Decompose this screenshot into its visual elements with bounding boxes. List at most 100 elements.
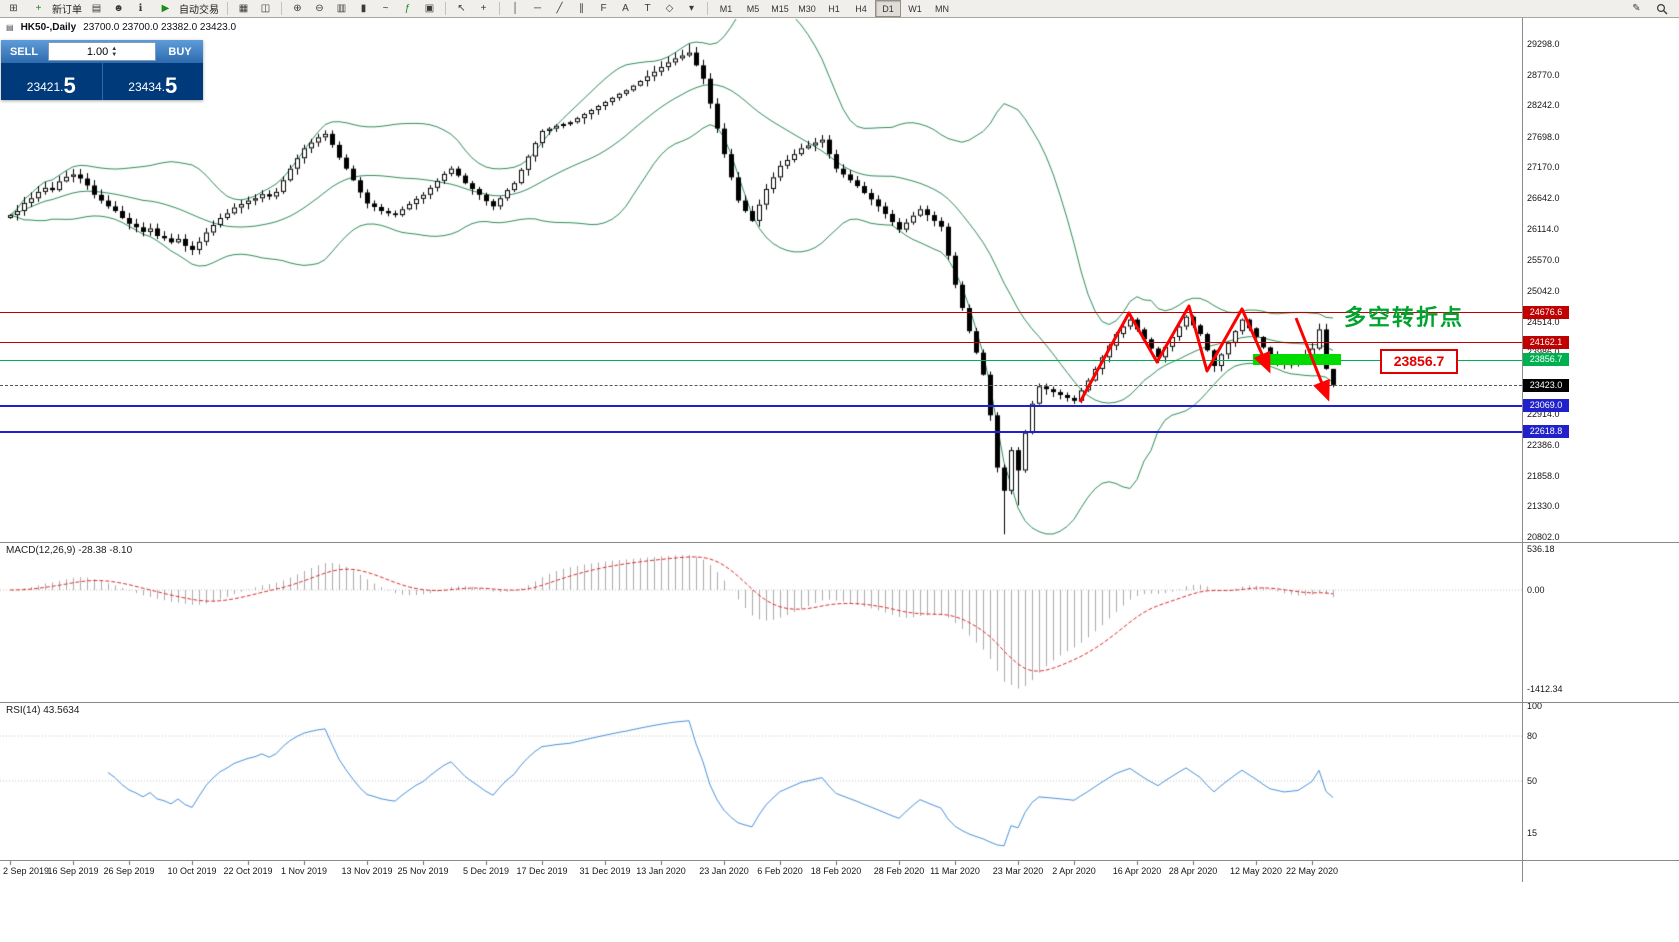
chart-symbol-icon: ▤ (6, 23, 14, 32)
bar-chart-button[interactable]: ▥ (336, 2, 347, 14)
templates-button[interactable]: ▣ (424, 2, 435, 14)
macd-pane-splitter[interactable] (0, 542, 1679, 543)
resistance-line-24676[interactable] (0, 312, 1522, 313)
date-axis-label: 25 Nov 2019 (397, 866, 449, 876)
sell-price[interactable]: 23421. 5 (1, 63, 102, 100)
date-axis-label: 16 Sep 2019 (47, 866, 99, 876)
chart-title: ▤ HK50-,Daily 23700.0 23700.0 23382.0 23… (6, 22, 236, 33)
price-axis-separator (1522, 18, 1523, 882)
autotrade-label: 自动交易 (179, 5, 219, 16)
timeframe-m15-button[interactable]: M15 (771, 3, 789, 14)
green-highlight-rectangle[interactable] (1253, 354, 1341, 365)
volume-stepper: ▲ ▼ (111, 46, 117, 58)
price-axis-label: 21330.0 (1527, 501, 1560, 511)
data-window-button[interactable]: ℹ (138, 2, 143, 14)
fibonacci-button[interactable]: F (600, 2, 607, 14)
resistance-line-24162[interactable] (0, 342, 1522, 343)
timeframe-m5-button[interactable]: M5 (746, 3, 760, 14)
rsi-pane-splitter[interactable] (0, 702, 1679, 703)
timeframe-m30-button[interactable]: M30 (798, 3, 816, 14)
buy-price[interactable]: 23434. 5 (101, 63, 204, 100)
date-axis-label: 6 Feb 2020 (757, 866, 803, 876)
new-chart-button[interactable]: ⊞ (9, 2, 18, 14)
timeframe-d1-button[interactable]: D1 (875, 0, 901, 17)
toolbar-separator (499, 2, 500, 15)
timeframe-w1-button[interactable]: W1 (908, 3, 922, 14)
date-axis-label: 31 Dec 2019 (579, 866, 631, 876)
cascade-windows-button[interactable]: ◫ (260, 2, 271, 14)
price-axis-label: 22914.0 (1527, 409, 1560, 419)
pencil-icon[interactable]: ✎ (1632, 2, 1641, 14)
date-axis-label: 13 Jan 2020 (636, 866, 686, 876)
candlestick-chart-button[interactable]: ▮ (360, 2, 367, 14)
price-axis-label: 27170.0 (1527, 162, 1560, 172)
date-axis-label: 22 May 2020 (1286, 866, 1339, 876)
shapes-button[interactable]: ◇ (665, 2, 674, 14)
toolbar-separator (445, 2, 446, 15)
vertical-line-button[interactable]: │ (512, 2, 519, 14)
macd-axis-label: -1412.34 (1527, 684, 1563, 694)
macd-axis-label: 0.00 (1527, 585, 1545, 595)
line-chart-button[interactable]: ~ (382, 2, 389, 14)
date-axis-label: 2 Apr 2020 (1052, 866, 1096, 876)
date-axis-label: 23 Jan 2020 (699, 866, 749, 876)
autotrade-play-icon: ▶ (161, 2, 170, 14)
price-callout-box[interactable]: 23856.7 (1380, 349, 1458, 374)
date-axis-label: 17 Dec 2019 (516, 866, 568, 876)
price-axis-label: 28770.0 (1527, 70, 1560, 80)
arrows-dropdown-button[interactable]: ▾ (688, 2, 695, 14)
timeframe-m1-button[interactable]: M1 (719, 3, 733, 14)
timeframe-h1-button[interactable]: H1 (828, 3, 840, 14)
date-axis-label: 28 Apr 2020 (1168, 866, 1218, 876)
rsi-axis-label: 50 (1527, 776, 1538, 786)
volume-decrease-button[interactable]: ▼ (111, 51, 118, 58)
magnifier-icon[interactable] (1651, 1, 1672, 17)
date-axis-label: 1 Nov 2019 (280, 866, 328, 876)
support-line-22618[interactable] (0, 431, 1522, 433)
new-order-plus-icon: + (35, 2, 42, 14)
ohlc-values: 23700.0 23700.0 23382.0 23423.0 (83, 22, 237, 33)
sell-button[interactable]: SELL (9, 45, 39, 58)
price-tag-23069: 23069.0 (1523, 399, 1569, 412)
market-watch-button[interactable]: ▤ (91, 2, 102, 14)
price-axis-label: 24514.0 (1527, 317, 1560, 327)
buy-button[interactable]: BUY (168, 45, 192, 58)
tile-windows-button[interactable]: ▦ (238, 2, 249, 14)
rsi-title: RSI(14) 43.5634 (6, 705, 80, 716)
macd-title: MACD(12,26,9) -28.38 -8.10 (6, 545, 133, 556)
autotrade-button[interactable]: ▶ 自动交易 (152, 1, 222, 17)
zoom-out-button[interactable]: ⊖ (315, 2, 324, 14)
zoom-in-button[interactable]: ⊕ (293, 2, 302, 14)
price-tag-24162: 24162.1 (1523, 336, 1569, 349)
price-axis-label: 29298.0 (1527, 39, 1560, 49)
timeframe-mn-button[interactable]: MN (935, 3, 949, 14)
volume-value[interactable]: 1.00 (86, 45, 109, 58)
text-button[interactable]: A (622, 2, 629, 14)
volume-increase-button[interactable]: ▲ (111, 45, 118, 52)
toolbar-separator (227, 2, 228, 15)
trendline-button[interactable]: ╱ (556, 2, 563, 14)
profiles-button[interactable]: ☻ (113, 2, 124, 14)
support-line-23069[interactable] (0, 405, 1522, 407)
current-price-tag: 23423.0 (1523, 379, 1569, 392)
turning-point-text[interactable]: 多空转折点 (1344, 305, 1465, 330)
buy-price-main: 23434. (128, 80, 165, 94)
crosshair-button[interactable]: + (480, 2, 487, 14)
new-order-label: 新订单 (52, 5, 82, 16)
indicators-button[interactable]: ƒ (404, 2, 411, 14)
date-axis-label: 2 Sep 2019 (2, 866, 50, 876)
price-axis-label: 20802.0 (1527, 532, 1560, 542)
volume-field[interactable]: 1.00 ▲ ▼ (48, 42, 156, 61)
label-button[interactable]: T (644, 2, 651, 14)
timeframe-h4-button[interactable]: H4 (855, 3, 867, 14)
cursor-button[interactable]: ↖ (457, 2, 466, 14)
price-axis-label: 22386.0 (1527, 440, 1560, 450)
channel-button[interactable]: ∥ (579, 2, 584, 14)
horizontal-line-button[interactable]: ─ (533, 2, 542, 14)
support-line-23856[interactable] (0, 360, 1522, 361)
sell-price-big-digit: 5 (63, 73, 76, 98)
date-axis-label: 22 Oct 2019 (223, 866, 273, 876)
new-order-button[interactable]: + 新订单 (25, 1, 85, 17)
